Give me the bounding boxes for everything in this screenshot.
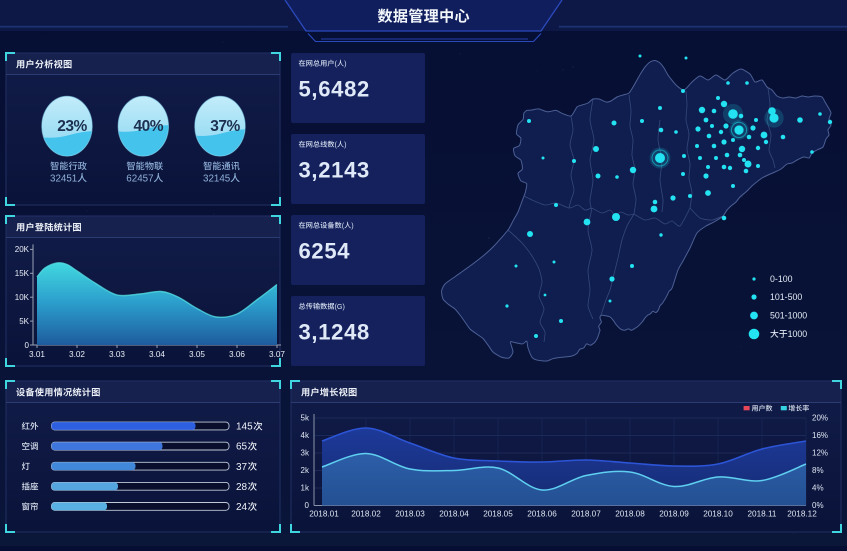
svg-text:(: ( [335, 59, 338, 68]
svg-text:20K: 20K [15, 245, 30, 254]
svg-text:1000: 1000 [788, 329, 808, 339]
svg-text:32145: 32145 [203, 173, 231, 184]
svg-text:37%: 37% [210, 118, 240, 135]
svg-text:65: 65 [236, 442, 248, 453]
svg-text:1k: 1k [301, 484, 310, 493]
svg-text:2k: 2k [301, 466, 310, 475]
svg-text:37: 37 [236, 462, 248, 473]
svg-text:10K: 10K [15, 293, 30, 302]
svg-text:2018.01: 2018.01 [309, 510, 339, 519]
svg-text:3.05: 3.05 [189, 350, 205, 359]
svg-text:2018.08: 2018.08 [615, 510, 645, 519]
svg-text:(: ( [335, 302, 338, 311]
svg-text:(: ( [342, 221, 345, 230]
svg-text:3.03: 3.03 [109, 350, 125, 359]
svg-text:3.06: 3.06 [229, 350, 245, 359]
svg-text:3k: 3k [301, 449, 310, 458]
svg-text:6254: 6254 [299, 239, 351, 264]
svg-text:0: 0 [25, 341, 30, 350]
svg-text:0-100: 0-100 [770, 274, 793, 284]
svg-text:3,2143: 3,2143 [299, 158, 371, 183]
svg-text:3.02: 3.02 [69, 350, 85, 359]
svg-text:501-1000: 501-1000 [770, 311, 807, 321]
svg-text:3,1248: 3,1248 [299, 320, 371, 345]
svg-text:2018.05: 2018.05 [483, 510, 513, 519]
svg-text:2018.03: 2018.03 [395, 510, 425, 519]
svg-text:(: ( [335, 140, 338, 149]
svg-text:3.04: 3.04 [149, 350, 165, 359]
svg-text:2018.10: 2018.10 [703, 510, 733, 519]
svg-text:5K: 5K [19, 317, 29, 326]
svg-text:32451: 32451 [50, 173, 77, 184]
svg-text:23%: 23% [57, 118, 87, 135]
svg-text:2018.06: 2018.06 [527, 510, 557, 519]
svg-text:101-500: 101-500 [770, 292, 802, 302]
svg-text:5k: 5k [301, 414, 310, 423]
svg-text:62457: 62457 [126, 173, 153, 184]
svg-text:): ) [344, 59, 346, 68]
svg-text:16%: 16% [812, 431, 828, 440]
svg-text:8%: 8% [812, 466, 824, 475]
svg-text:2018.04: 2018.04 [439, 510, 469, 519]
svg-text:4k: 4k [301, 431, 310, 440]
svg-text:3.07: 3.07 [269, 350, 285, 359]
svg-text:145: 145 [236, 422, 253, 433]
svg-text:5,6482: 5,6482 [299, 77, 371, 102]
svg-text:20%: 20% [812, 414, 828, 423]
svg-text:4%: 4% [812, 484, 824, 493]
svg-text:0%: 0% [812, 501, 824, 510]
svg-text:2018.02: 2018.02 [351, 510, 381, 519]
svg-text:28: 28 [236, 482, 248, 493]
svg-text:2018.11: 2018.11 [748, 510, 777, 519]
svg-text:): ) [343, 302, 345, 311]
svg-text:G: G [337, 302, 343, 311]
svg-text:12%: 12% [812, 449, 828, 458]
svg-text:2018.09: 2018.09 [659, 510, 689, 519]
svg-text:3.01: 3.01 [29, 350, 45, 359]
svg-text:2018.07: 2018.07 [571, 510, 601, 519]
svg-text:): ) [344, 140, 346, 149]
svg-text:0: 0 [305, 501, 310, 510]
svg-text:2018.12: 2018.12 [787, 510, 817, 519]
svg-text:15K: 15K [15, 269, 30, 278]
svg-text:24: 24 [236, 502, 248, 513]
svg-text:): ) [351, 221, 353, 230]
svg-text:40%: 40% [134, 118, 164, 135]
